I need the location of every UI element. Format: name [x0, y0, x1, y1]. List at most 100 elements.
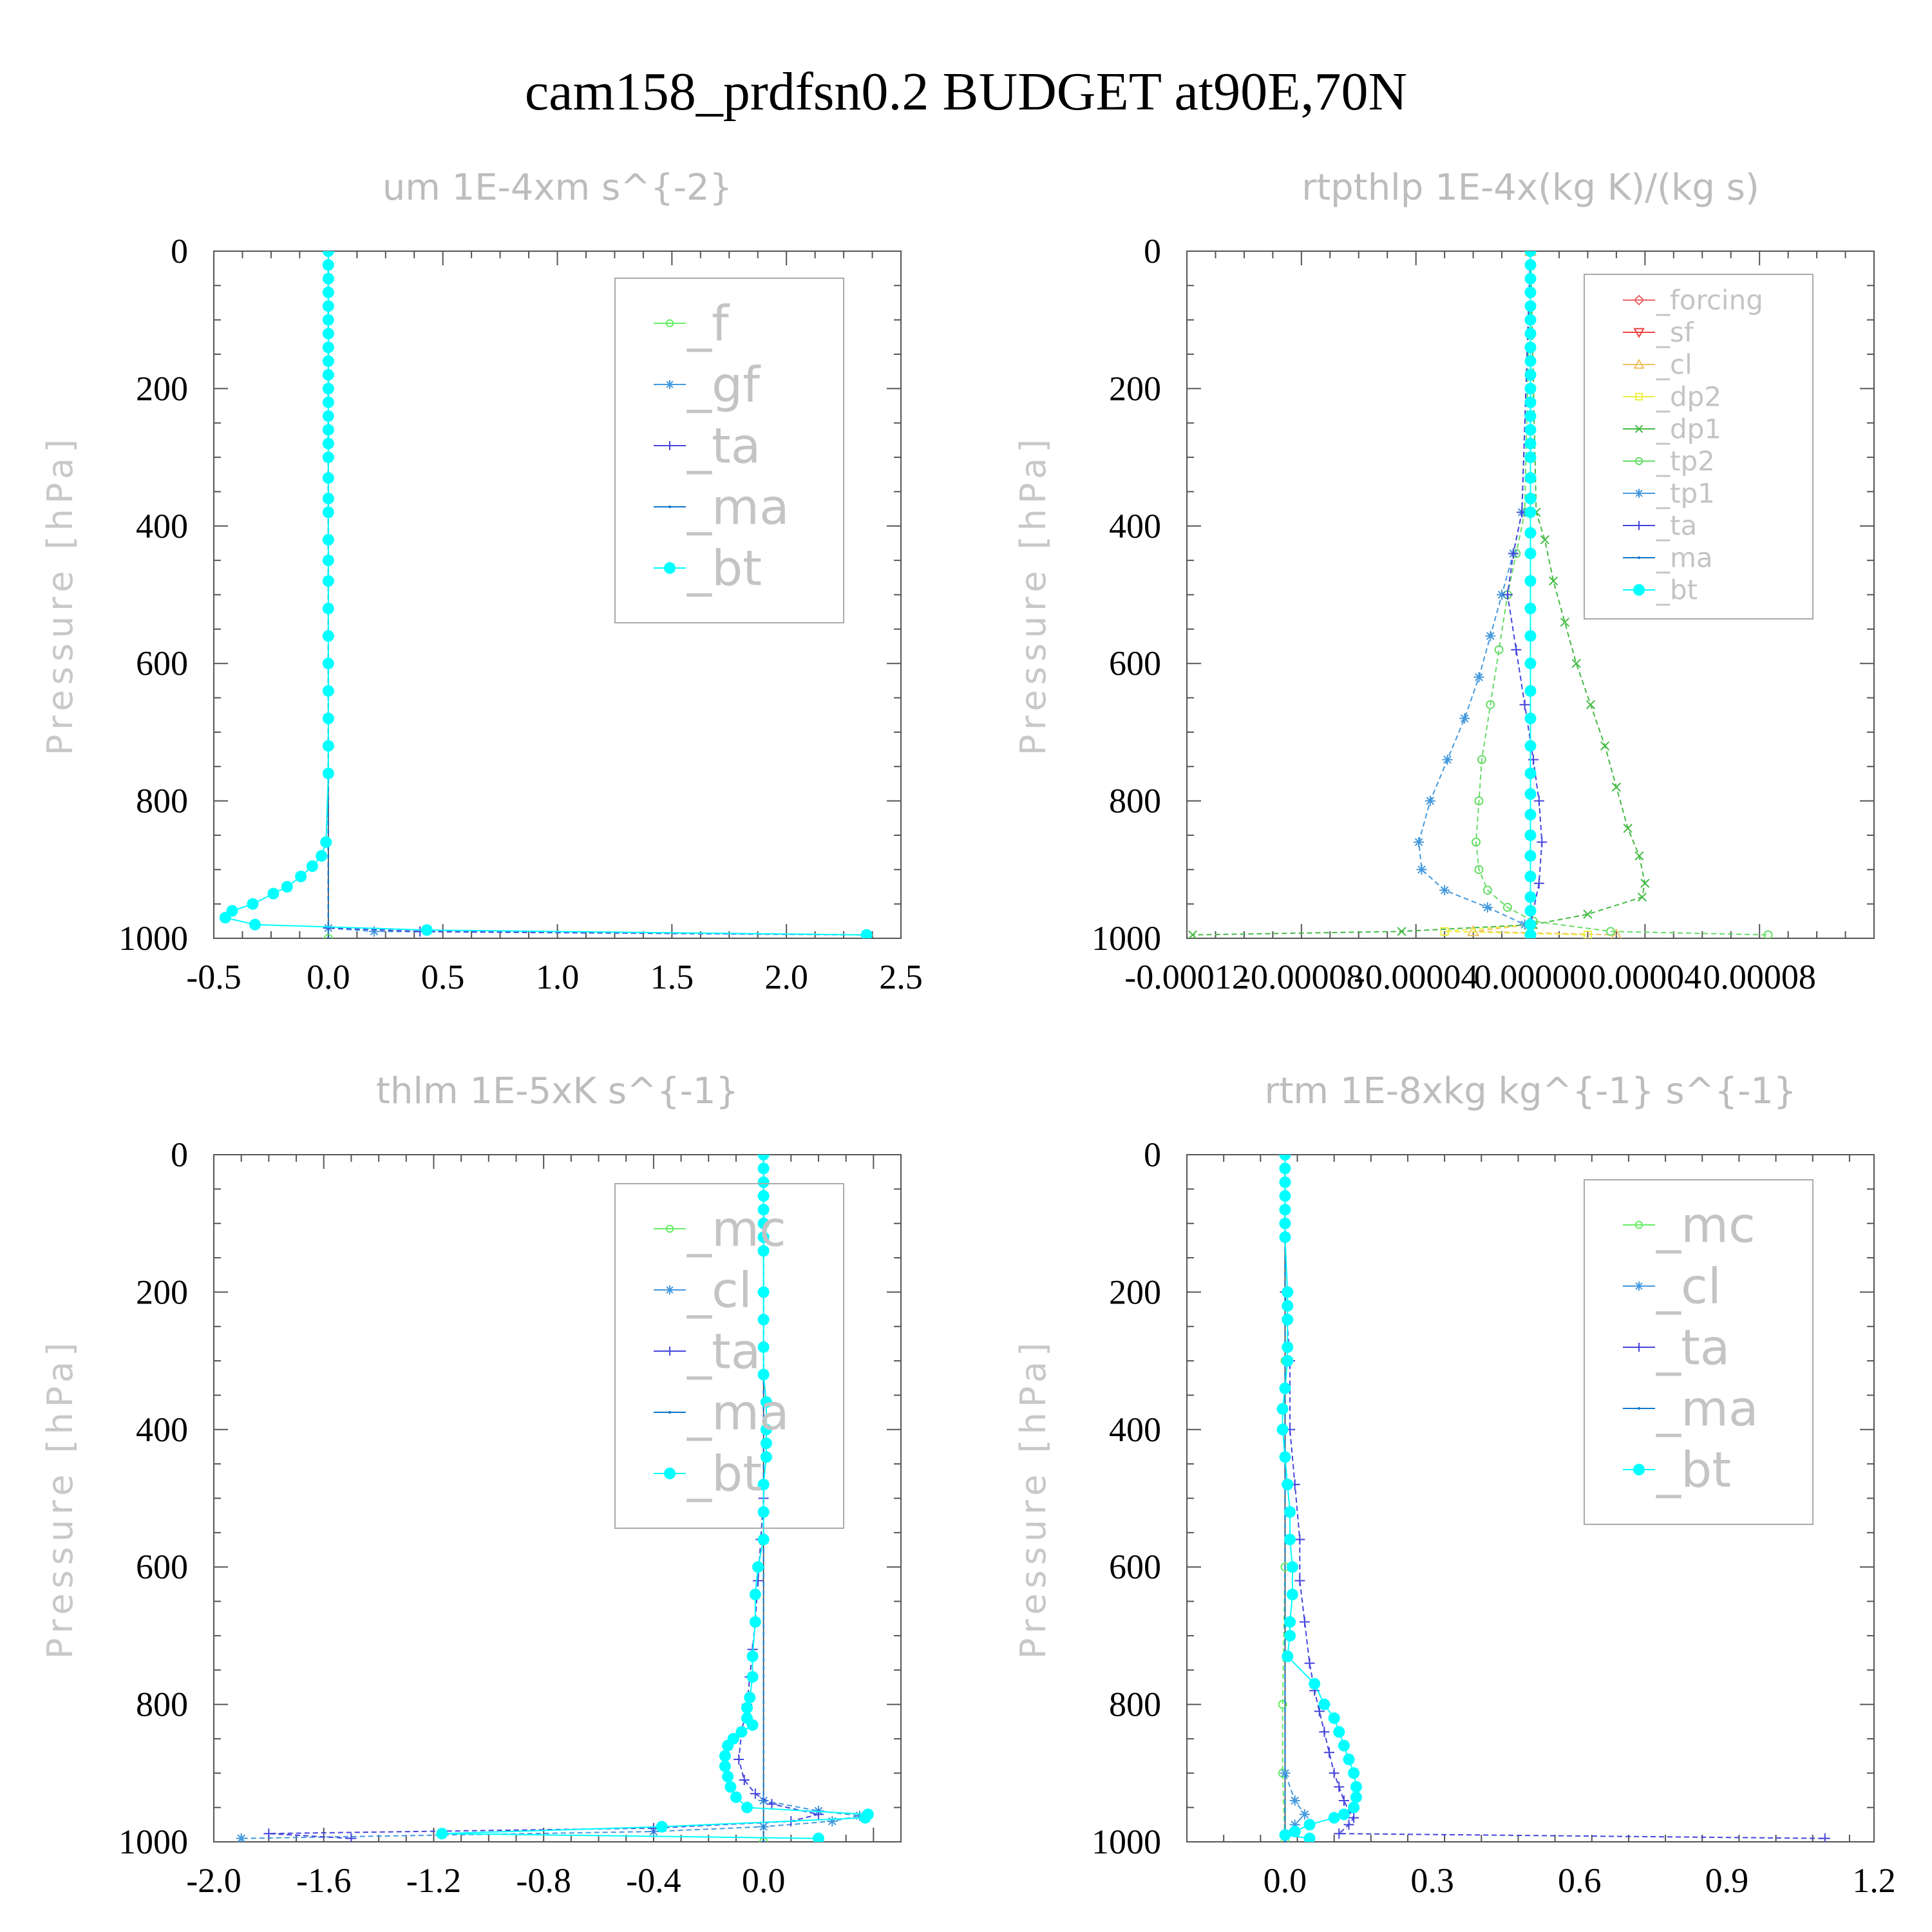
data-point: [1524, 788, 1537, 800]
series-bt: [436, 1155, 874, 1842]
data-point: [322, 602, 334, 614]
data-point: [749, 1588, 761, 1600]
data-point: [1502, 902, 1512, 912]
data-point: [757, 1231, 770, 1244]
data-point: [854, 1810, 865, 1821]
y-tick-label: 400: [136, 507, 188, 545]
y-axis-label: Pressure [hPa]: [40, 434, 80, 755]
data-point: [1289, 1795, 1300, 1806]
data-point: [749, 1616, 761, 1628]
data-point: [1524, 740, 1537, 752]
data-point: [1533, 795, 1544, 806]
data-point: [322, 451, 334, 464]
data-point: [1473, 672, 1484, 683]
data-point: [757, 1479, 770, 1491]
legend-label: _mc: [687, 1200, 786, 1258]
data-point: [1334, 1828, 1345, 1839]
data-point: [860, 929, 873, 938]
legend-entry: _cl: [1623, 349, 1692, 381]
x-tick-label: -0.00012: [1124, 958, 1249, 996]
legend-marker: [1637, 556, 1641, 560]
legend-label: _ma: [1656, 1380, 1759, 1437]
x-tick-label: 0.9: [1705, 1861, 1749, 1900]
data-point: [322, 300, 334, 312]
data-point: [1299, 1616, 1310, 1627]
data-point: [1524, 493, 1537, 505]
panel-title: thlm 1E-5xK s^{-1}: [376, 1070, 739, 1112]
data-point: [1524, 905, 1537, 917]
x-tick-label: -0.8: [516, 1861, 571, 1900]
data-point: [1188, 930, 1197, 938]
data-point: [1304, 1658, 1315, 1669]
data-point: [757, 1314, 770, 1326]
data-point: [1319, 1727, 1330, 1738]
data-point: [1524, 891, 1537, 903]
legend-entry: _ta: [1623, 510, 1697, 542]
y-tick-label: 400: [136, 1410, 188, 1449]
data-point: [1328, 1712, 1340, 1724]
legend-entry: _mc: [1623, 1197, 1756, 1254]
data-point: [322, 658, 334, 670]
data-point: [1537, 837, 1548, 848]
data-point: [263, 1828, 274, 1839]
data-point: [1416, 864, 1427, 875]
data-point: [322, 424, 334, 436]
data-point: [757, 1217, 770, 1229]
data-point: [1583, 909, 1593, 919]
data-point: [1284, 1506, 1296, 1518]
y-tick-label: 200: [136, 1273, 188, 1311]
data-point: [1497, 589, 1508, 600]
data-point: [1524, 575, 1537, 587]
x-tick-label: 0.0: [1264, 1861, 1307, 1900]
y-tick-label: 400: [1109, 1410, 1161, 1449]
data-point: [322, 630, 334, 642]
data-point: [1524, 685, 1537, 697]
legend-entry: _bt: [654, 1445, 762, 1502]
data-point: [1286, 1561, 1298, 1573]
data-point: [322, 685, 334, 697]
data-point: [1338, 1795, 1349, 1806]
x-tick-label: -2.0: [186, 1861, 241, 1900]
data-point: [322, 575, 334, 587]
data-point: [1466, 925, 1480, 936]
x-tick-label: 2.5: [879, 958, 923, 996]
data-point: [1474, 796, 1484, 806]
data-point: [1282, 1300, 1294, 1312]
legend-marker: [1634, 424, 1643, 433]
data-point: [757, 1162, 770, 1175]
x-tick-label: 0.0: [307, 958, 350, 996]
chart-panel-1: um 1E-4xm s^{-2} Pressure [hPa] 0 200 400 600…: [40, 167, 923, 996]
data-point: [741, 1801, 753, 1814]
legend-box: [1584, 1179, 1814, 1525]
legend-entry: _ta: [654, 417, 761, 475]
data-point: [1640, 878, 1650, 888]
data-point: [1548, 576, 1558, 586]
data-point: [1348, 1801, 1360, 1814]
y-tick-label: 1000: [118, 919, 188, 958]
figure-title: cam158_prdfsn0.2 BUDGET at90E,70N: [525, 62, 1407, 122]
legend-label: _dp1: [1656, 413, 1721, 445]
legend-label: _cl: [687, 1262, 752, 1319]
data-point: [322, 355, 334, 367]
data-point: [744, 1691, 756, 1703]
data-point: [322, 493, 334, 505]
legend-label: _tp1: [1656, 478, 1715, 509]
y-ticks: 0 200 400 600 800 1000: [118, 232, 901, 958]
data-point: [827, 1815, 838, 1826]
legend-label: _f: [687, 295, 730, 352]
legend-label: _ma: [1656, 542, 1713, 574]
data-point: [757, 1176, 770, 1188]
legend-entry: _forcing: [1623, 285, 1763, 316]
data-point: [1294, 1534, 1305, 1545]
legend-entry: _ma: [1623, 1380, 1759, 1437]
data-point: [316, 849, 328, 862]
data-point: [1571, 659, 1581, 668]
data-point: [322, 437, 334, 450]
data-point: [1414, 837, 1425, 848]
legend-label: _cl: [1656, 349, 1692, 381]
y-tick-label: 800: [1109, 782, 1161, 820]
data-point: [421, 924, 433, 936]
x-tick-label: 1.5: [650, 958, 694, 996]
legend-marker: [665, 441, 674, 450]
data-point: [1348, 1767, 1360, 1779]
